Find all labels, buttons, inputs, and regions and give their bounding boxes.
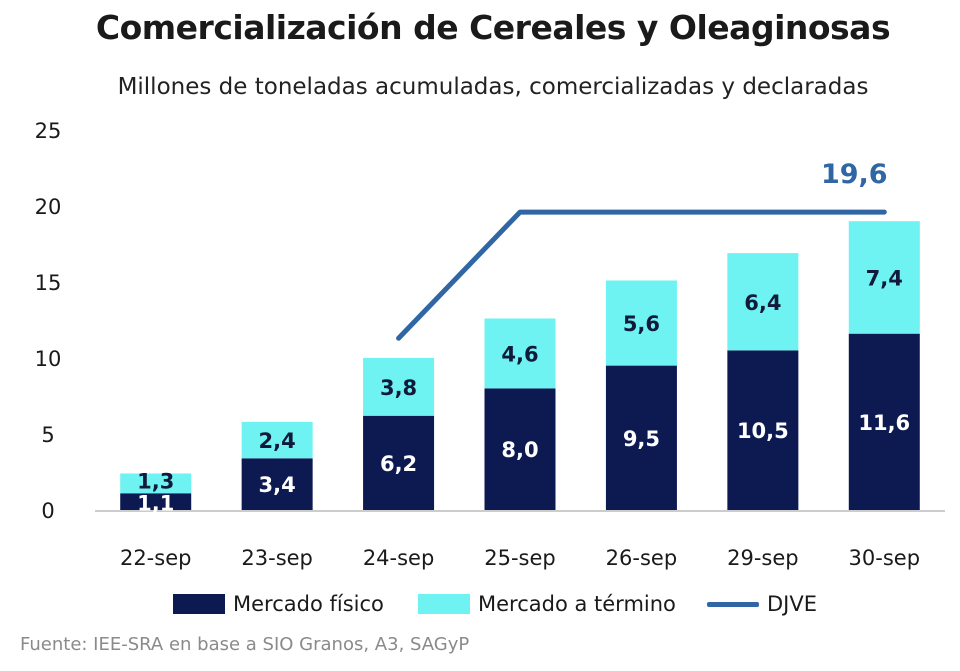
legend-label-fisico: Mercado físico bbox=[233, 592, 384, 616]
y-tick-label: 20 bbox=[35, 195, 62, 219]
bar-mercado-fisico bbox=[363, 415, 435, 510]
data-label-termino: 4,6 bbox=[501, 342, 538, 366]
bar-mercado-fisico bbox=[484, 388, 556, 510]
bar-mercado-fisico bbox=[727, 350, 799, 510]
legend-swatch-djve bbox=[707, 601, 759, 607]
source-note: Fuente: IEE-SRA en base a SIO Granos, A3… bbox=[20, 634, 470, 655]
y-tick-label: 0 bbox=[41, 499, 54, 523]
chart-subtitle: Millones de toneladas acumuladas, comerc… bbox=[117, 74, 869, 100]
y-tick-label: 10 bbox=[35, 347, 62, 371]
legend-label-termino: Mercado a término bbox=[478, 592, 676, 616]
bar-mercado-termino bbox=[363, 358, 435, 416]
bar-mercado-termino bbox=[241, 421, 313, 459]
bar-mercado-fisico bbox=[241, 458, 313, 510]
bar-mercado-fisico bbox=[605, 365, 677, 510]
bar-mercado-termino bbox=[605, 280, 677, 366]
y-tick-label: 5 bbox=[41, 423, 54, 447]
y-tick-label: 25 bbox=[35, 119, 62, 143]
legend-swatch-termino bbox=[418, 594, 470, 614]
x-tick-label: 26-sep bbox=[606, 546, 678, 570]
data-label-fisico: 11,6 bbox=[858, 411, 910, 435]
legend-item-fisico: Mercado físico bbox=[173, 592, 384, 616]
x-tick-label: 24-sep bbox=[363, 546, 435, 570]
x-tick-label: 29-sep bbox=[727, 546, 799, 570]
data-label-termino: 1,3 bbox=[137, 470, 174, 494]
y-tick-label: 15 bbox=[35, 271, 62, 295]
chart-area: 0 5 10 15 20 25 1,11,3 22-sep 3,4 2,4 23-sep 6,2 3,8… bbox=[35, 119, 945, 570]
data-label-fisico: 10,5 bbox=[737, 419, 789, 443]
bar-mercado-termino bbox=[727, 253, 799, 351]
legend-swatch-fisico bbox=[173, 594, 225, 614]
x-tick-label: 25-sep bbox=[484, 546, 556, 570]
data-label-fisico: 8,0 bbox=[501, 438, 538, 462]
chart-title: Comercialización de Cereales y Oleaginos… bbox=[95, 8, 891, 47]
data-label-fisico: 9,5 bbox=[623, 427, 660, 451]
bar-mercado-termino bbox=[120, 473, 192, 494]
data-label-fisico: 6,2 bbox=[380, 452, 417, 476]
legend-item-djve: DJVE bbox=[707, 592, 817, 616]
data-label-termino: 6,4 bbox=[744, 291, 781, 315]
legend-item-termino: Mercado a término bbox=[418, 592, 676, 616]
bar-mercado-fisico bbox=[848, 333, 920, 510]
legend-label-djve: DJVE bbox=[767, 592, 817, 616]
bar-mercado-termino bbox=[484, 318, 556, 389]
data-label-termino: 5,6 bbox=[623, 312, 660, 336]
bar-mercado-fisico bbox=[120, 493, 192, 510]
data-label-fisico: 1,1 bbox=[137, 491, 174, 515]
x-tick-label: 30-sep bbox=[849, 546, 921, 570]
data-label-fisico: 3,4 bbox=[259, 473, 296, 497]
data-label-termino: 2,4 bbox=[259, 429, 296, 453]
djve-line bbox=[396, 209, 887, 341]
x-tick-label: 22-sep bbox=[120, 546, 192, 570]
djve-end-label: 19,6 bbox=[821, 159, 888, 190]
x-tick-label: 23-sep bbox=[241, 546, 313, 570]
data-label-termino: 7,4 bbox=[866, 266, 903, 290]
bar-mercado-termino bbox=[848, 221, 920, 334]
data-label-termino: 3,8 bbox=[380, 376, 417, 400]
